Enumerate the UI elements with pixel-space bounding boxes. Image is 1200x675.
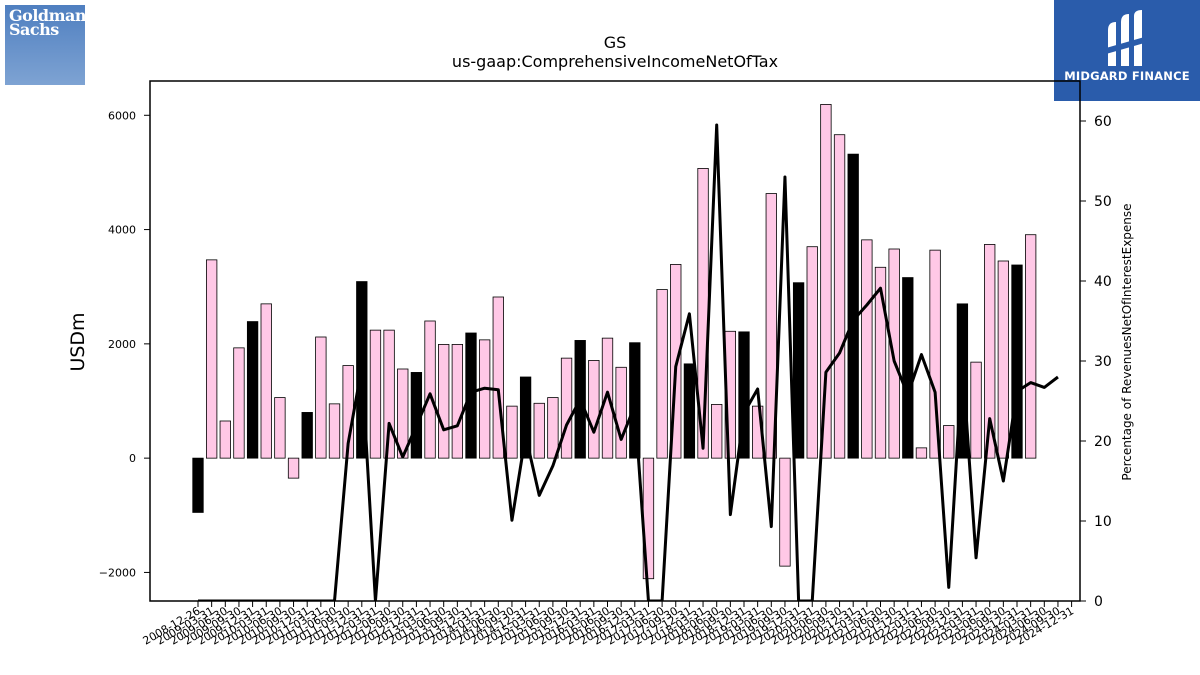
bar-2023-12-31 <box>1011 264 1023 459</box>
y2-axis-label: Percentage of RevenuesNetOfInterestExpen… <box>1120 203 1134 480</box>
bar-2009-12-31 <box>246 321 259 459</box>
ratio-line <box>198 123 1059 601</box>
bar-2021-03-31 <box>861 239 873 459</box>
midgard-finance-label: MIDGARD FINANCE <box>1064 69 1190 83</box>
bar-2022-03-31 <box>915 447 928 459</box>
bar-2019-12-31 <box>792 282 805 459</box>
bar-2008-12-26 <box>192 457 204 513</box>
bar-2013-06-30 <box>438 344 450 459</box>
bar-2015-09-30 <box>560 357 573 459</box>
bar-2011-03-31 <box>315 336 327 459</box>
bar-2019-09-30 <box>779 457 791 567</box>
bar-2014-12-31 <box>519 376 532 459</box>
bar-2018-12-31 <box>738 331 750 459</box>
bar-2010-09-30 <box>287 457 300 479</box>
bar-2012-06-30 <box>383 329 395 459</box>
left-tick-label: −2000 <box>99 566 136 579</box>
bar-2010-06-30 <box>274 397 286 459</box>
x-axis: 2008-12-262009-03-312009-06-302009-09-30… <box>141 601 1076 648</box>
right-tick-label: 20 <box>1094 434 1112 450</box>
bar-2021-12-31 <box>902 277 914 459</box>
chart-subtitle: us-gaap:ComprehensiveIncomeNetOfTax <box>452 52 778 71</box>
left-tick-label: 2000 <box>108 338 136 351</box>
bar-2016-03-31 <box>588 360 600 459</box>
bar-2023-03-31 <box>970 361 982 459</box>
right-axis: 0 10 20 30 40 50 60 <box>1080 114 1112 610</box>
right-tick-label: 40 <box>1094 274 1112 290</box>
bar-2011-06-30 <box>328 403 341 459</box>
midgard-finance-logo: MIDGARD FINANCE <box>1054 0 1200 101</box>
goldman-sachs-logo: Goldman Sachs <box>5 5 87 85</box>
bar-2018-06-30 <box>711 404 723 459</box>
bar-2010-03-31 <box>260 303 272 459</box>
logo-text-line2: Sachs <box>9 20 59 39</box>
left-tick-label: 6000 <box>108 109 136 122</box>
plot-frame <box>149 80 1081 602</box>
bar-2014-09-30 <box>506 405 518 459</box>
left-tick-label: 4000 <box>108 224 136 237</box>
bar-series <box>192 104 1037 580</box>
bar-2020-12-31 <box>847 153 859 459</box>
midgard-emblem-icon <box>1106 10 1148 66</box>
right-tick-label: 10 <box>1094 514 1112 530</box>
bar-2023-06-30 <box>984 244 996 459</box>
bar-2009-06-30 <box>219 420 231 459</box>
bar-2015-03-31 <box>533 402 545 459</box>
bar-2017-06-30 <box>656 289 668 459</box>
bar-2015-06-30 <box>547 397 559 459</box>
bar-2017-12-31 <box>683 363 696 459</box>
left-tick-label: 0 <box>129 452 136 465</box>
right-tick-label: 0 <box>1094 594 1103 610</box>
bar-2022-06-30 <box>929 249 941 459</box>
bar-2020-09-30 <box>833 134 846 459</box>
bar-2016-12-31 <box>629 342 641 459</box>
bar-2022-09-30 <box>943 425 955 459</box>
bar-2014-06-30 <box>492 296 504 459</box>
right-tick-label: 30 <box>1094 354 1112 370</box>
bar-2012-03-31 <box>369 329 382 459</box>
bar-2013-03-31 <box>424 320 436 459</box>
bar-2013-09-30 <box>451 344 464 459</box>
chart-title: GS <box>604 33 627 52</box>
left-axis: −2000 0 2000 4000 6000 <box>99 109 150 579</box>
bar-2014-03-31 <box>478 339 491 459</box>
bar-2009-03-31 <box>205 259 218 459</box>
logo-text-line1: Goldman <box>9 6 87 25</box>
bar-2016-09-30 <box>615 366 627 459</box>
bar-2016-06-30 <box>601 337 614 459</box>
bar-2023-09-30 <box>997 260 1009 459</box>
bar-2010-12-31 <box>301 412 313 459</box>
right-tick-label: 50 <box>1094 194 1112 210</box>
bar-2021-06-30 <box>874 266 887 459</box>
right-tick-label: 60 <box>1094 114 1112 130</box>
bar-2024-03-31 <box>1025 234 1037 459</box>
bar-2009-09-30 <box>233 347 245 459</box>
bar-2020-03-31 <box>806 246 818 459</box>
line-series <box>198 123 1059 601</box>
bar-2020-06-30 <box>820 104 832 459</box>
y-axis-label: USDm <box>67 312 89 371</box>
bar-2019-06-30 <box>765 193 777 459</box>
